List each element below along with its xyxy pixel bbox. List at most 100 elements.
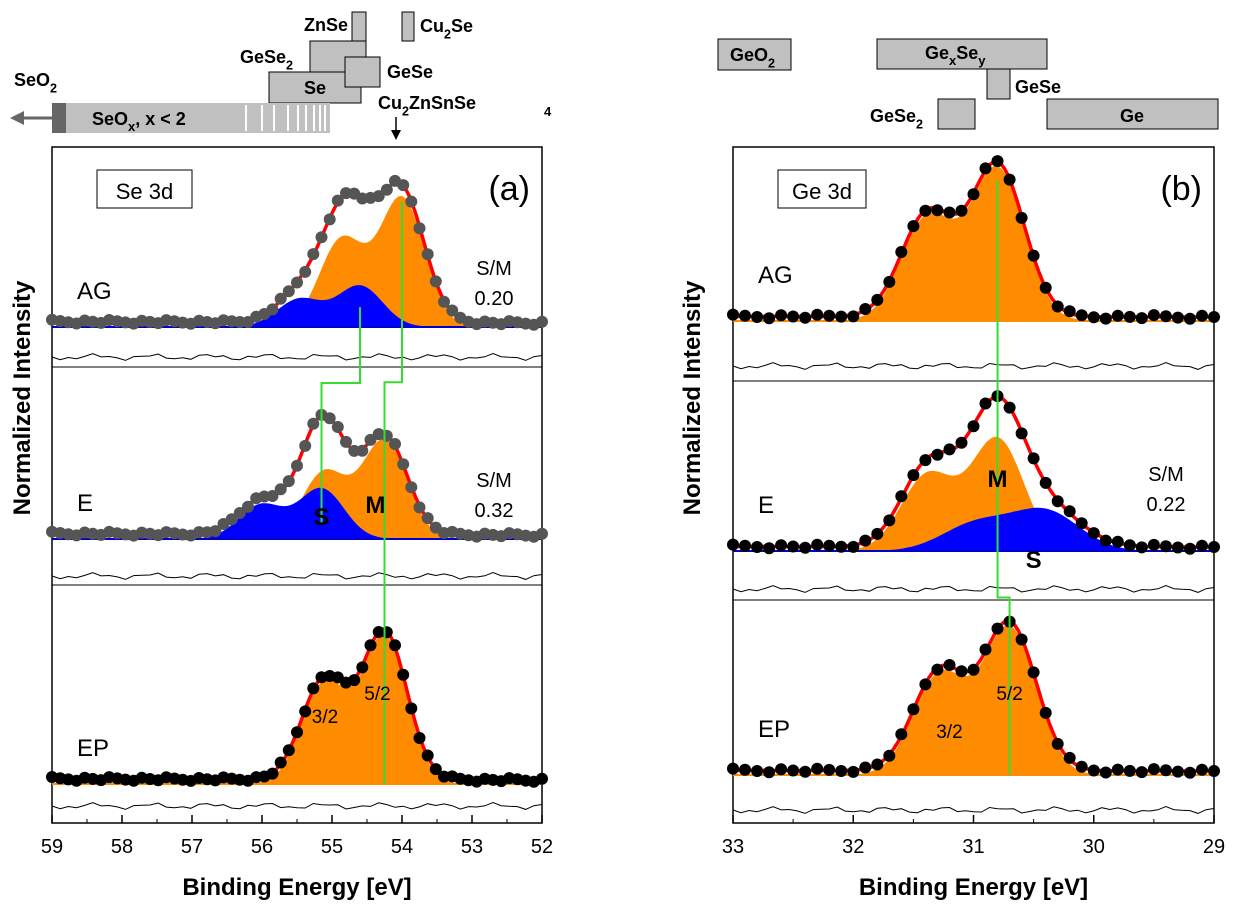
surface-component-area	[52, 285, 542, 327]
data-point	[823, 763, 836, 776]
data-point	[315, 231, 328, 244]
data-point	[823, 539, 836, 552]
data-point	[1196, 763, 1208, 776]
main-component-area	[52, 196, 542, 327]
data-point	[919, 678, 932, 691]
surface-label: S	[1026, 547, 1042, 574]
data-point	[907, 220, 920, 233]
spin-orbit-label: 3/2	[936, 722, 962, 743]
data-point	[871, 293, 884, 306]
data-point	[1015, 211, 1028, 224]
data-point	[1159, 764, 1172, 777]
data-point	[1208, 541, 1220, 553]
data-point	[1171, 541, 1184, 554]
data-point	[799, 765, 812, 778]
data-point	[835, 765, 848, 777]
data-point	[847, 540, 860, 553]
data-point	[307, 417, 320, 430]
ref-bar-znse	[351, 11, 367, 42]
x-tick-label: 58	[111, 836, 133, 858]
ref-label: GeSe2	[240, 47, 293, 72]
data-point	[775, 763, 788, 776]
data-point	[727, 762, 739, 775]
surface-peak-guide	[320, 307, 361, 524]
data-point	[1196, 309, 1208, 322]
data-point	[405, 481, 418, 494]
data-point	[1099, 766, 1112, 779]
data-point	[307, 248, 320, 261]
data-point	[859, 534, 872, 547]
data-point	[299, 439, 312, 452]
data-point	[751, 765, 764, 777]
data-point	[1171, 765, 1184, 778]
data-point	[421, 512, 434, 525]
data-point	[1063, 305, 1076, 318]
plot-frame	[51, 146, 543, 824]
data-point	[955, 204, 968, 217]
data-point	[943, 659, 956, 671]
data-point	[787, 764, 800, 777]
data-point	[1208, 311, 1220, 323]
ref-label: SeO2	[14, 70, 57, 95]
spectrum-ep: EP	[727, 615, 1220, 814]
data-point	[1135, 541, 1148, 554]
spin-orbit-label: 5/2	[364, 684, 390, 705]
ref-label: Se	[304, 78, 326, 98]
data-point	[1147, 763, 1160, 776]
reference-bars: ZnSe Cu2Se GeSe2 Se GeSe SeOx, x < 2 SeO2 Cu2Zn…	[10, 11, 552, 140]
main-component-area	[733, 625, 1214, 775]
data-point	[1087, 764, 1100, 777]
data-point	[919, 454, 932, 467]
spectrum-e: E S/M 0.32	[46, 408, 548, 580]
arrow-down-head	[391, 130, 401, 140]
data-point	[979, 162, 992, 175]
data-point	[413, 732, 426, 744]
data-point	[991, 155, 1004, 168]
data-point	[233, 316, 246, 328]
data-point	[389, 438, 401, 450]
data-point	[282, 285, 295, 298]
data-point	[739, 309, 751, 322]
data-point	[799, 541, 812, 554]
ref-label: GeSe2	[870, 106, 923, 131]
ref-label: Ge	[1120, 106, 1144, 126]
surface-label: S	[313, 504, 329, 531]
guide-lines	[996, 181, 1011, 775]
panel-a: 59 58 57 56 55 54 53 52 Binding Energy [eV] Se 3d…	[10, 11, 553, 901]
data-point	[413, 222, 426, 235]
data-point	[727, 308, 739, 321]
data-point	[397, 458, 410, 471]
data-point	[1003, 401, 1016, 414]
data-point	[364, 639, 377, 652]
data-point	[895, 246, 908, 258]
ref-label: Cu2ZnSnSe	[378, 93, 476, 118]
residual-line	[732, 361, 1215, 370]
data-point	[931, 448, 944, 461]
data-point	[291, 276, 303, 289]
data-point	[739, 539, 751, 552]
x-tick-label: 54	[391, 836, 413, 858]
data-point	[397, 668, 410, 681]
data-point	[1039, 706, 1052, 719]
main-component-area	[52, 634, 542, 784]
data-point	[1184, 766, 1196, 779]
data-point	[1051, 495, 1064, 508]
x-tick-label: 29	[1203, 836, 1225, 858]
data-point	[1123, 310, 1136, 323]
data-point	[1063, 505, 1076, 518]
data-point	[1027, 249, 1040, 262]
data-point	[405, 702, 418, 715]
ref-label: SeOx, x < 2	[92, 109, 186, 134]
spin-orbit-label: 3/2	[312, 707, 338, 728]
data-point	[859, 303, 872, 315]
data-point	[979, 397, 992, 410]
data-point	[919, 204, 932, 217]
main-component-area	[52, 438, 542, 539]
data-point	[823, 309, 836, 322]
data-point	[331, 421, 344, 433]
data-point	[1184, 312, 1196, 325]
data-point	[331, 194, 344, 207]
data-point	[1208, 765, 1220, 777]
data-point	[233, 507, 246, 519]
data-point	[1015, 633, 1028, 646]
